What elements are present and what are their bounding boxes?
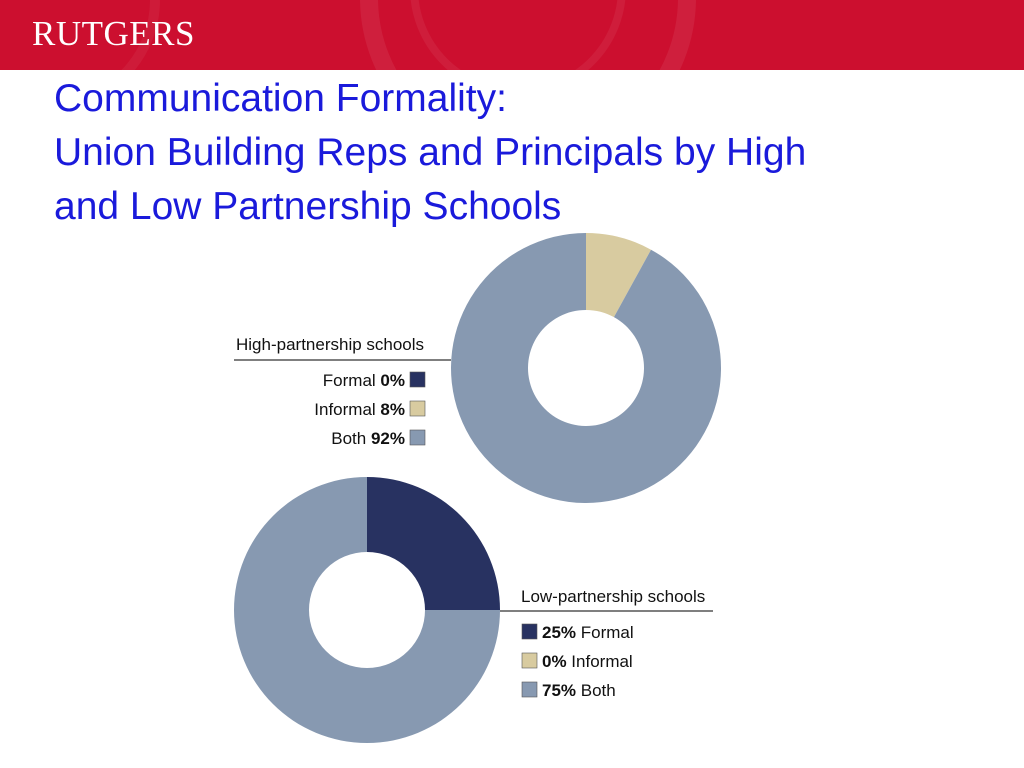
chart-1-slice-informal	[586, 233, 652, 318]
chart-1-title: High-partnership schools	[236, 335, 424, 354]
chart-2-slice-formal	[367, 477, 500, 610]
rutgers-logo: RUTGERS	[32, 14, 195, 53]
chart-2-title: Low-partnership schools	[521, 587, 705, 606]
chart-2-legend-both: 75% Both	[542, 681, 616, 700]
slide-title-line-3: and Low Partnership Schools	[54, 185, 562, 228]
slide-title: Communication Formality: Union Building …	[54, 72, 994, 234]
chart-2-legend-swatch-informal	[521, 652, 538, 669]
chart-1-legend-both: Both 92%	[331, 429, 405, 448]
chart-2-slice-both	[234, 477, 500, 743]
chart-2-legend-informal: 0% Informal	[542, 652, 633, 671]
header-banner: RUTGERS	[0, 0, 1024, 70]
chart-1-slice-both	[451, 233, 721, 503]
slide-title-line-2: Union Building Reps and Principals by Hi…	[54, 131, 807, 174]
chart-2-legend-swatch-both	[521, 681, 538, 698]
chart-2-legend-swatch-formal	[521, 623, 538, 640]
chart-1-legend-formal: Formal 0%	[323, 371, 405, 390]
slide-title-line-1: Communication Formality:	[54, 77, 507, 120]
chart-1-legend-swatch-informal	[409, 400, 426, 417]
chart-2-legend-formal: 25% Formal	[542, 623, 634, 642]
chart-1-legend-swatch-both	[409, 429, 426, 446]
chart-1-legend-informal: Informal 8%	[314, 400, 405, 419]
chart-1-legend-swatch-formal	[409, 371, 426, 388]
